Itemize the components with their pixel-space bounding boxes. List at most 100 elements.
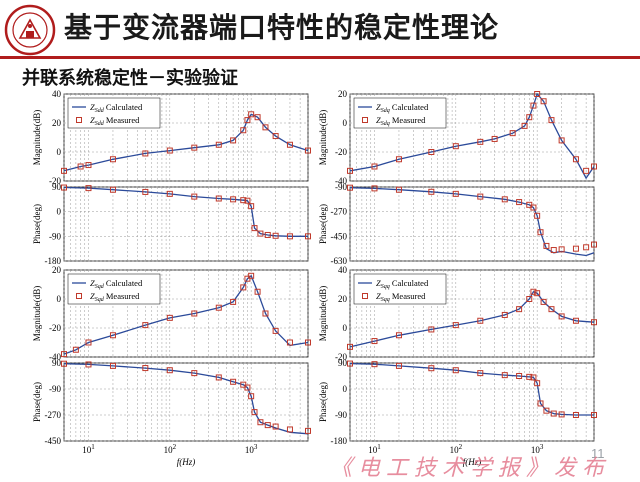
measured-point: [61, 184, 67, 191]
y-tick-label: 20: [52, 265, 62, 275]
measured-point: [272, 133, 279, 140]
measured-point: [516, 306, 523, 313]
legend-box: [353, 273, 447, 305]
y-tick-label: 0: [343, 323, 348, 333]
measured-point: [254, 114, 261, 121]
y-tick-label: -20: [335, 147, 347, 157]
measured-point: [452, 190, 459, 197]
measured-point: [286, 339, 293, 346]
measured-point: [526, 114, 533, 121]
measured-point: [305, 233, 311, 240]
measured-point: [516, 373, 523, 379]
measured-point: [477, 370, 484, 377]
y-tick-label: -90: [335, 182, 347, 192]
measured-point: [534, 91, 541, 97]
measured-point: [85, 361, 92, 368]
y-tick-label: -270: [45, 410, 62, 420]
legend-marker-swatch: [76, 117, 82, 123]
measured-point: [452, 322, 459, 329]
measured-point: [191, 144, 198, 151]
measured-point: [526, 296, 533, 302]
x-tick-label: 101: [82, 443, 95, 455]
measured-point: [61, 351, 67, 358]
y-tick-label: -450: [45, 436, 62, 446]
measured-point: [191, 370, 198, 377]
x-tick-label: 103: [531, 443, 544, 455]
measured-point: [286, 426, 293, 433]
measured-point: [530, 288, 537, 295]
measured-point: [509, 130, 516, 137]
legend-entry: ZSqd Measured: [90, 291, 140, 303]
measured-point: [262, 310, 269, 317]
measured-point: [558, 313, 565, 320]
legend-box: [353, 97, 447, 129]
legend-marker-swatch: [362, 293, 368, 299]
measured-point: [305, 147, 311, 154]
measured-point: [540, 98, 547, 105]
measured-point: [244, 117, 251, 124]
measured-point: [272, 327, 279, 334]
plot-area: [349, 362, 595, 442]
measured-point: [254, 288, 261, 295]
measured-point: [501, 196, 508, 203]
publisher-watermark: 《电工技术学报》发布: [330, 456, 611, 481]
legend-marker-swatch: [76, 293, 82, 299]
measured-point: [347, 343, 353, 350]
y-tick-label: 0: [57, 207, 62, 217]
chart-mag-dq: -40 -20 0 20 Magnitude(dB) ZSdq CalculatedZSd…: [318, 89, 597, 186]
measured-point: [537, 229, 544, 236]
measured-point: [591, 163, 597, 170]
measured-point: [264, 422, 271, 429]
measured-point: [240, 197, 247, 204]
y-axis-label: Magnitude(dB): [318, 286, 328, 342]
plot-area: [63, 362, 309, 442]
measured-point: [428, 365, 435, 372]
measured-point: [248, 272, 255, 279]
chart-phase-dd: -180 -90 0 90 Phase(deg): [32, 182, 311, 266]
plot-area: [349, 186, 595, 262]
chart-phase-qd: -450 -270 -90 90 Phase(deg) 101 102 103 f(Hz): [32, 358, 311, 467]
calculated-line: [349, 290, 595, 348]
y-tick-label: -180: [331, 436, 348, 446]
measured-point: [530, 204, 537, 211]
measured-point: [109, 362, 116, 369]
calculated-line: [63, 113, 309, 172]
measured-point: [395, 186, 402, 193]
y-tick-label: -270: [331, 207, 348, 217]
chart-mag-qq: -20 0 20 40 Magnitude(dB) ZSqq CalculatedZSqq…: [318, 265, 597, 362]
section-subtitle: 并联系统稳定性－实验验证: [22, 68, 238, 89]
university-seal-logo: [4, 4, 56, 56]
measured-point: [347, 167, 353, 174]
measured-point: [534, 212, 541, 219]
y-tick-label: 90: [52, 358, 62, 368]
y-tick-label: 90: [338, 358, 348, 368]
measured-point: [257, 419, 264, 426]
measured-point: [240, 127, 247, 134]
measured-point: [540, 298, 547, 305]
y-tick-label: -90: [49, 231, 61, 241]
measured-point: [572, 245, 579, 252]
x-axis-label: f(Hz): [177, 457, 196, 467]
measured-point: [248, 393, 255, 400]
x-tick-label: 102: [164, 443, 177, 455]
measured-point: [257, 230, 264, 237]
calculated-line: [63, 274, 309, 355]
measured-point: [526, 373, 533, 380]
measured-point: [558, 411, 565, 418]
measured-point: [215, 195, 222, 202]
y-tick-label: 40: [52, 89, 62, 99]
legend-entry: ZSdd Calculated: [90, 102, 143, 114]
y-axis-label: Phase(deg): [318, 204, 328, 244]
measured-point: [262, 124, 269, 131]
y-axis-label: Phase(deg): [32, 382, 42, 422]
y-tick-label: -40: [49, 352, 61, 362]
y-axis-label: Phase(deg): [32, 204, 42, 244]
legend-entry: ZSqq Measured: [376, 291, 426, 303]
measured-point: [61, 167, 67, 174]
measured-point: [583, 167, 590, 174]
measured-point: [77, 163, 84, 170]
measured-point: [248, 203, 255, 210]
y-tick-label: 0: [57, 147, 62, 157]
measured-point: [61, 360, 67, 367]
y-tick-label: -40: [335, 176, 347, 186]
